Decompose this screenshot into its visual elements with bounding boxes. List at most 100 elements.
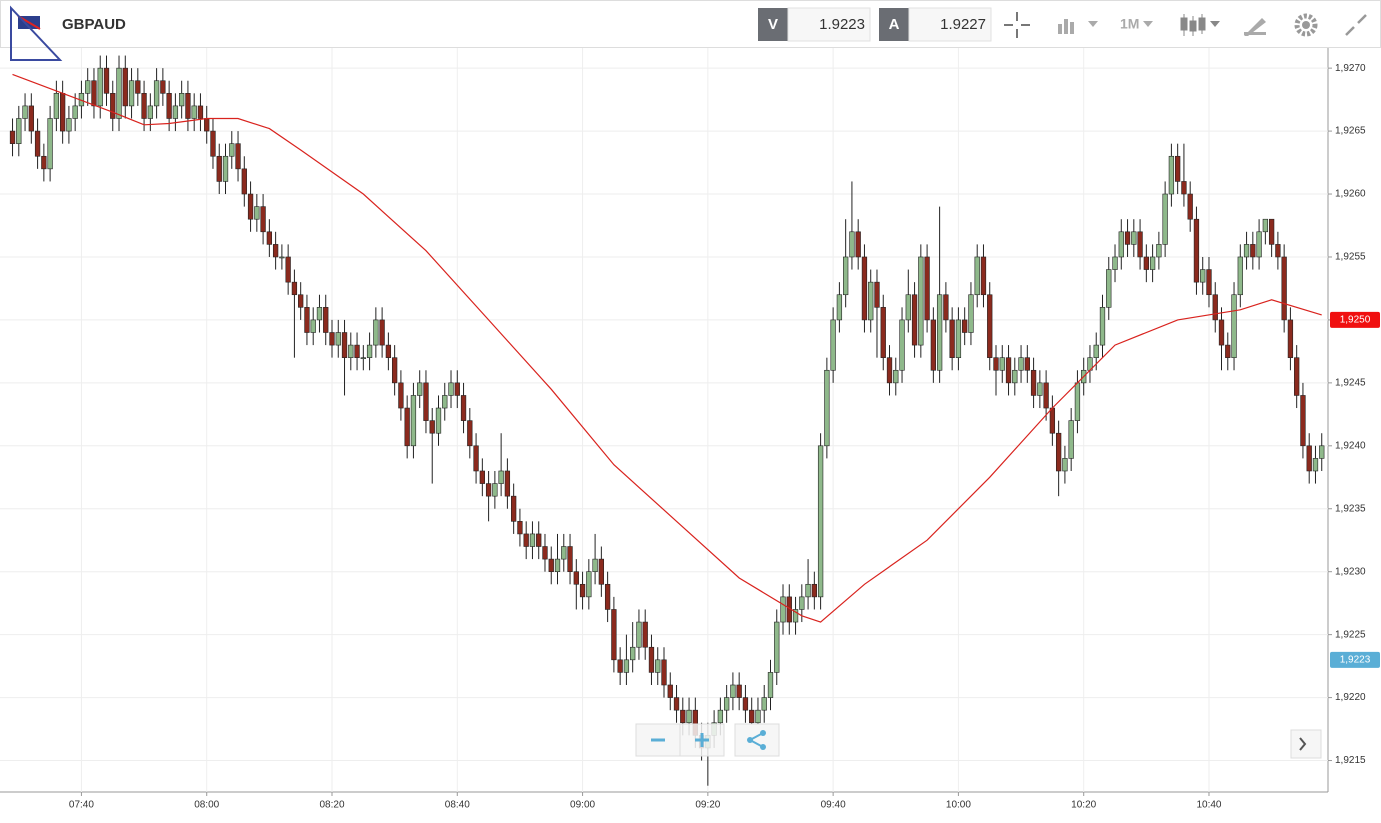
y-tick-label: 1,9220 bbox=[1335, 692, 1366, 703]
candle-body bbox=[817, 445, 824, 598]
candle-body bbox=[1206, 269, 1212, 296]
candle-body bbox=[1005, 357, 1012, 384]
settings-button[interactable] bbox=[1294, 13, 1318, 37]
candle-body bbox=[567, 546, 573, 572]
candle-body bbox=[1275, 244, 1281, 258]
candle-body bbox=[260, 206, 266, 233]
candle-body bbox=[147, 105, 153, 119]
bid-box[interactable] bbox=[758, 8, 788, 41]
bid-label: V bbox=[768, 16, 778, 33]
candle-body bbox=[304, 307, 310, 333]
candle-body bbox=[667, 684, 673, 698]
candle-body bbox=[799, 596, 805, 610]
candle-body bbox=[1287, 319, 1294, 358]
candle-body bbox=[354, 344, 360, 358]
candle-body bbox=[1212, 294, 1218, 321]
candle-body bbox=[774, 621, 780, 673]
candle-body bbox=[1118, 231, 1124, 258]
candle-body bbox=[636, 621, 642, 648]
fullscreen-button[interactable] bbox=[1345, 14, 1367, 36]
candle-body bbox=[855, 231, 861, 258]
candle-body bbox=[335, 332, 341, 346]
candle-body bbox=[153, 80, 160, 107]
price-tag bbox=[1330, 651, 1380, 668]
candle-body bbox=[473, 445, 479, 472]
candle-body bbox=[1024, 357, 1030, 371]
x-tick-label: 10:40 bbox=[1196, 800, 1221, 811]
candle-body bbox=[974, 256, 980, 296]
candle-body bbox=[680, 709, 686, 724]
candle-body bbox=[529, 533, 536, 547]
x-tick-label: 09:20 bbox=[695, 800, 720, 811]
y-tick-label: 1,9255 bbox=[1335, 252, 1366, 263]
candle-body bbox=[980, 256, 987, 296]
candle-body bbox=[1200, 269, 1206, 283]
zoom-controls bbox=[635, 723, 1322, 759]
candle-body bbox=[291, 281, 298, 296]
y-tick-label: 1,9235 bbox=[1335, 503, 1366, 514]
candle-body bbox=[498, 470, 504, 484]
candle-body bbox=[717, 709, 724, 724]
chart-type-button[interactable] bbox=[1180, 14, 1220, 36]
candle-body bbox=[97, 67, 103, 107]
candle-body bbox=[360, 357, 366, 359]
candle-body bbox=[122, 67, 128, 107]
candle-body bbox=[1218, 319, 1225, 346]
candle-body bbox=[91, 80, 97, 107]
indicators-button[interactable] bbox=[1058, 19, 1098, 34]
candle-body bbox=[448, 382, 454, 396]
candle-body bbox=[893, 369, 899, 384]
candle-body bbox=[993, 357, 999, 371]
candle-body bbox=[22, 105, 28, 119]
candle-body bbox=[1149, 256, 1156, 270]
crosshair-button[interactable] bbox=[1004, 12, 1030, 38]
candle-body bbox=[1300, 395, 1306, 447]
candle-body bbox=[924, 256, 930, 321]
candle-body bbox=[285, 256, 291, 283]
candle-body bbox=[843, 256, 849, 296]
candle-body bbox=[1181, 181, 1187, 195]
candle-body bbox=[1306, 445, 1312, 472]
candle-body bbox=[166, 93, 172, 119]
candle-body bbox=[34, 130, 41, 157]
candle-body bbox=[1074, 382, 1081, 421]
candle-body bbox=[135, 80, 141, 94]
timeframe[interactable]: 1M bbox=[1120, 16, 1139, 32]
candle-body bbox=[962, 319, 968, 333]
candle-body bbox=[272, 244, 279, 258]
candle-body bbox=[1068, 420, 1074, 459]
candle-body bbox=[229, 143, 235, 157]
ask-box[interactable] bbox=[879, 8, 909, 41]
draw-button[interactable] bbox=[1244, 18, 1266, 36]
candle-body bbox=[648, 646, 655, 673]
candle-body bbox=[836, 294, 843, 321]
candle-body bbox=[755, 709, 761, 724]
candle-body bbox=[630, 646, 636, 661]
candle-body bbox=[460, 395, 467, 421]
candle-body bbox=[310, 319, 316, 333]
candle-body bbox=[949, 319, 955, 358]
candle-body bbox=[511, 495, 517, 522]
candle-body bbox=[467, 420, 473, 447]
candle-body bbox=[266, 231, 273, 245]
candle-body bbox=[868, 281, 874, 321]
candle-body bbox=[235, 143, 241, 170]
x-tick-label: 09:00 bbox=[570, 800, 595, 811]
candle-body bbox=[579, 583, 586, 598]
candle-body bbox=[16, 118, 22, 144]
candle-body bbox=[1319, 445, 1325, 459]
candle-body bbox=[811, 583, 817, 598]
candle-body bbox=[542, 546, 548, 560]
candle-body bbox=[673, 697, 680, 711]
candle-body bbox=[47, 118, 53, 170]
candle-body bbox=[385, 344, 392, 358]
candle-body bbox=[85, 80, 91, 94]
candle-body bbox=[141, 93, 147, 119]
candle-body bbox=[1099, 307, 1106, 346]
candle-body bbox=[911, 294, 918, 346]
candle-body bbox=[172, 105, 179, 119]
candle-body bbox=[899, 319, 905, 371]
share[interactable] bbox=[734, 723, 780, 757]
candle-body bbox=[623, 659, 630, 673]
candle-body bbox=[1049, 407, 1056, 434]
